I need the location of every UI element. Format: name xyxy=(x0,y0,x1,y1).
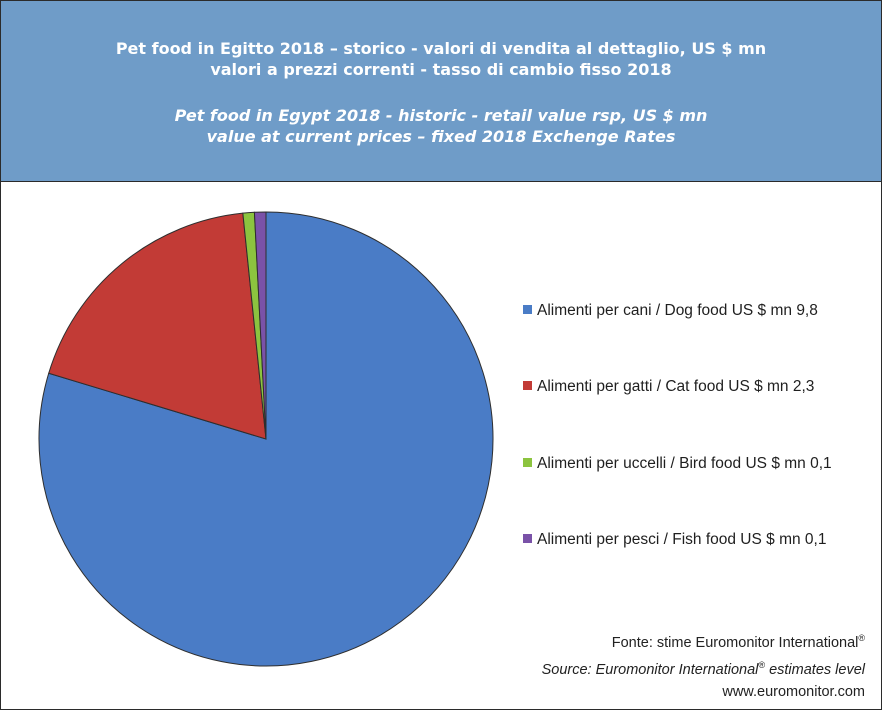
source-note: Fonte: stime Euromonitor International® … xyxy=(542,627,865,703)
registered-mark: ® xyxy=(858,633,865,643)
title-italian-line-1: Pet food in Egitto 2018 – storico - valo… xyxy=(115,39,767,58)
legend-item-cat: Alimenti per gatti / Cat food US $ mn 2,… xyxy=(523,377,814,397)
title-italian-line-2: valori a prezzi correnti - tasso di camb… xyxy=(210,60,672,79)
title-english-line-2: value at current prices – fixed 2018 Exc… xyxy=(206,127,676,146)
legend-item-fish: Alimenti per pesci / Fish food US $ mn 0… xyxy=(523,530,826,550)
legend-swatch-fish xyxy=(523,534,532,543)
pie-slice-fish xyxy=(253,211,267,440)
legend-swatch-bird xyxy=(523,458,532,467)
source-english-text: Source: Euromonitor International xyxy=(541,661,759,678)
chart-header: Pet food in Egitto 2018 – storico - valo… xyxy=(1,1,881,182)
registered-mark-2: ® xyxy=(758,659,766,670)
source-italian-text: Fonte: stime Euromonitor International xyxy=(611,634,859,651)
legend-item-dog: Alimenti per cani / Dog food US $ mn 9,8 xyxy=(523,301,818,321)
legend-item-bird: Alimenti per uccelli / Bird food US $ mn… xyxy=(523,454,832,474)
pie-chart xyxy=(38,211,494,667)
legend-swatch-dog xyxy=(523,305,532,314)
title-english-line-1: Pet food in Egypt 2018 - historic - reta… xyxy=(174,106,708,125)
legend-label-dog: Alimenti per cani / Dog food US $ mn 9,8 xyxy=(537,302,818,319)
source-english: Source: Euromonitor International® estim… xyxy=(542,654,865,681)
legend-label-fish: Alimenti per pesci / Fish food US $ mn 0… xyxy=(537,531,827,548)
legend-swatch-cat xyxy=(523,381,532,390)
legend-label-bird: Alimenti per uccelli / Bird food US $ mn… xyxy=(537,455,832,472)
source-italian: Fonte: stime Euromonitor International® xyxy=(542,627,865,654)
pie-slice-cat xyxy=(48,212,267,440)
source-url: www.euromonitor.com xyxy=(722,683,865,700)
legend-label-cat: Alimenti per gatti / Cat food US $ mn 2,… xyxy=(537,378,815,395)
source-english-suffix: estimates level xyxy=(765,661,865,678)
